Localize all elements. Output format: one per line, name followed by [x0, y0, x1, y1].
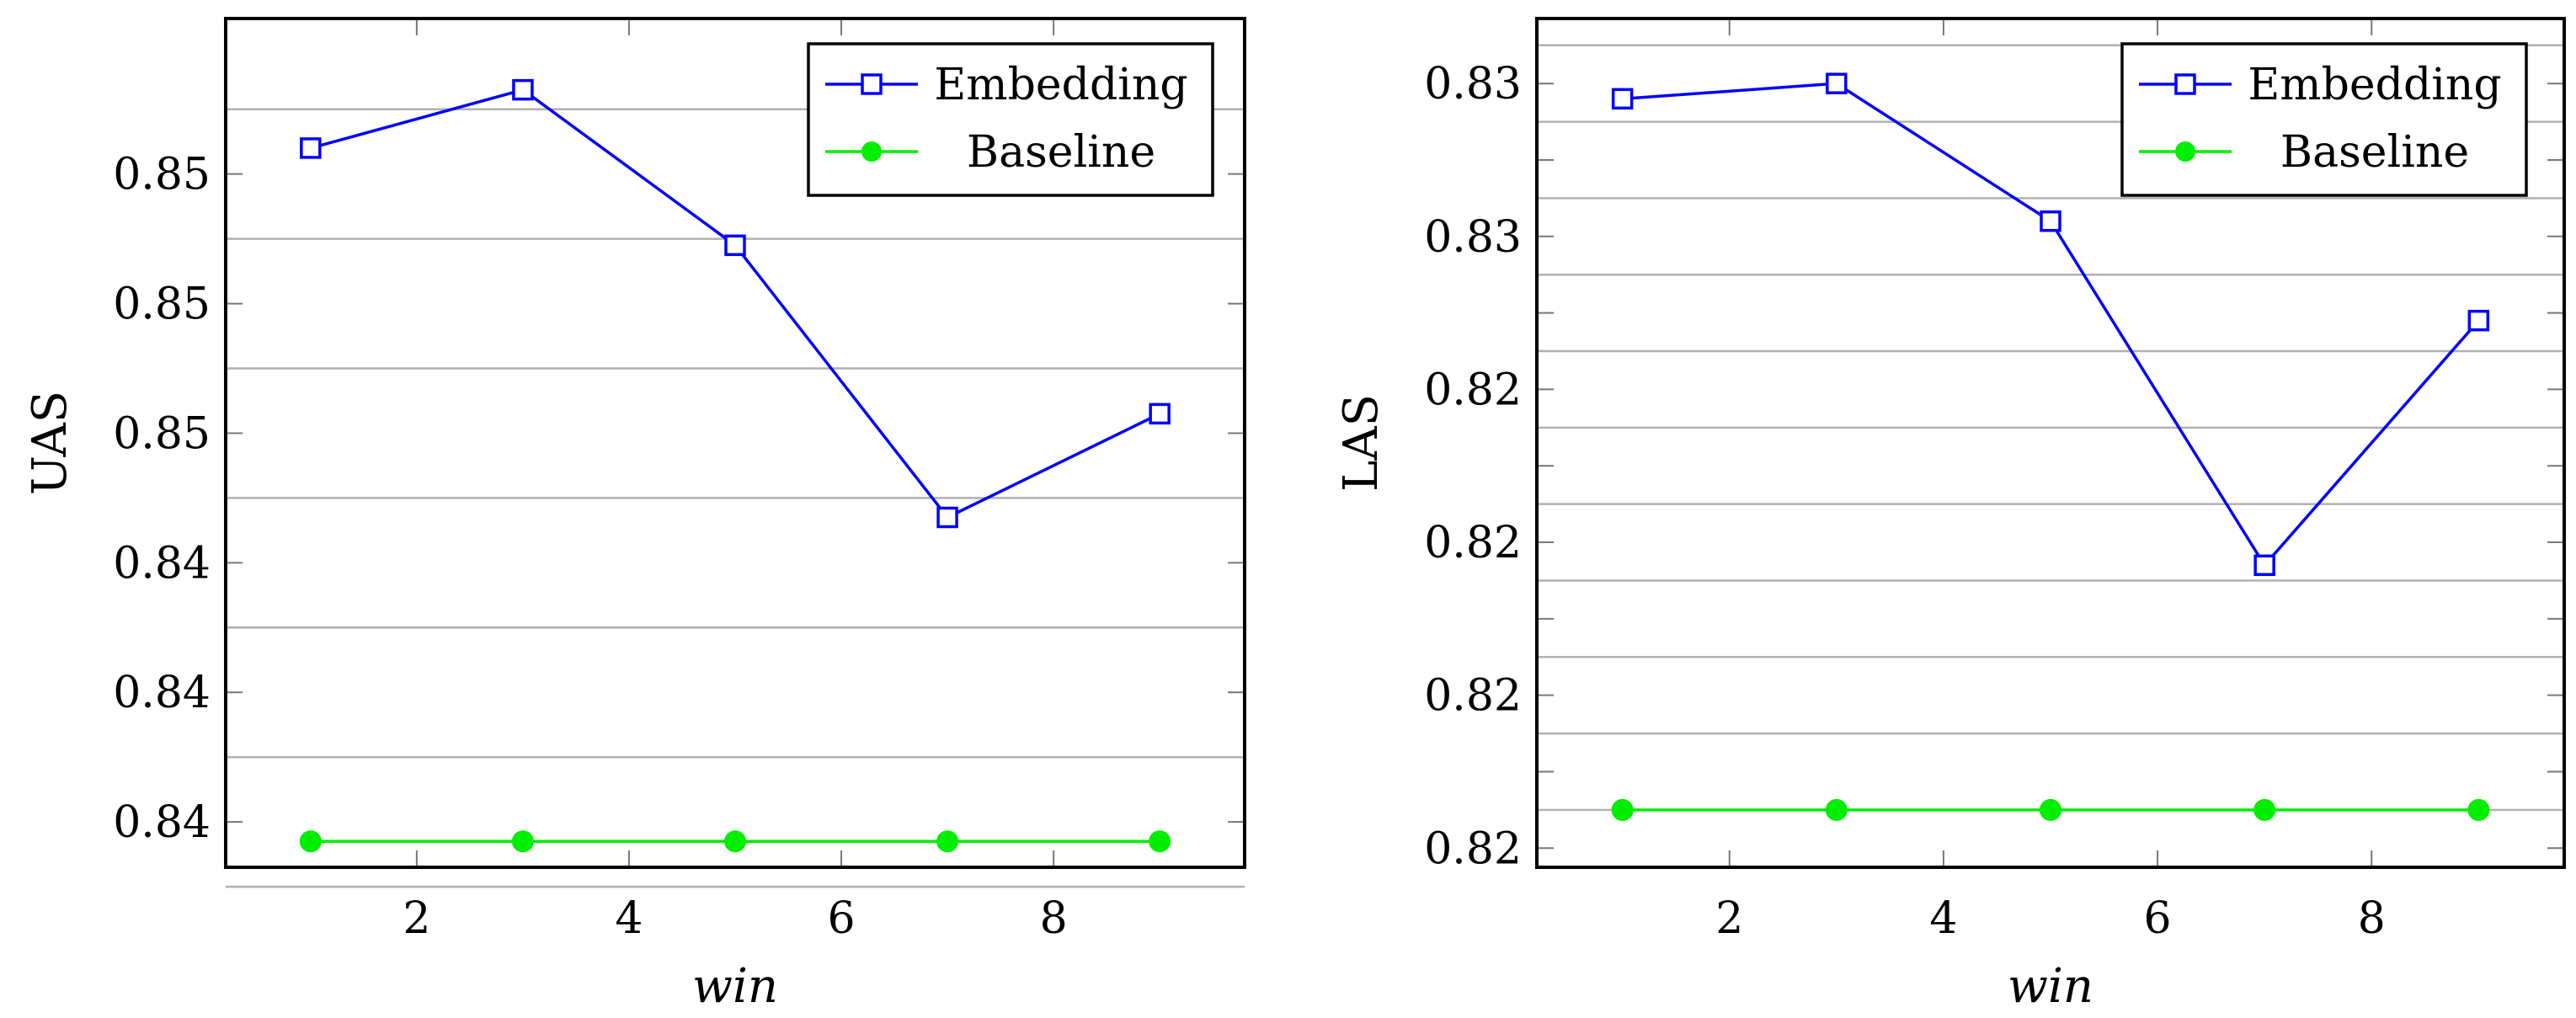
las-chart: 0.82 0.82 0.82 0.82 0.83 0.83 2 4 6 8 win LAS Embedd… — [1334, 17, 2566, 1014]
x-tick-label: 6 — [2144, 893, 2172, 944]
legend-marker-baseline — [2175, 141, 2195, 162]
y-tick-label: 0.82 — [1424, 823, 1522, 874]
x-axis-label: win — [692, 959, 778, 1014]
y-axis-label: LAS — [1334, 394, 1389, 492]
data-point-baseline — [936, 830, 959, 853]
data-point-baseline — [2467, 798, 2490, 821]
legend-label-embedding: Embedding — [2248, 60, 2501, 110]
data-point-embedding — [1611, 88, 1634, 110]
x-tick-label: 6 — [827, 893, 855, 944]
data-point-embedding — [724, 234, 746, 257]
data-point-baseline — [2040, 798, 2061, 821]
y-axis-label: UAS — [23, 391, 77, 495]
data-point-embedding — [2040, 210, 2061, 232]
y-tick-label: 0.84 — [113, 538, 211, 589]
uas-chart: 0.84 0.84 0.84 0.85 0.85 0.85 2 4 6 8 win UAS Embedd… — [23, 17, 1246, 1014]
y-tick-label: 0.85 — [113, 150, 211, 200]
y-tick-label: 0.84 — [113, 668, 211, 718]
y-tick-label: 0.83 — [1424, 212, 1522, 263]
data-point-embedding — [2253, 554, 2275, 577]
y-tick-label: 0.82 — [1424, 518, 1522, 568]
data-point-embedding — [300, 137, 322, 159]
x-tick-label: 2 — [403, 893, 430, 944]
data-point-baseline — [2253, 798, 2276, 821]
data-point-baseline — [1611, 798, 1634, 821]
legend-label-baseline: Baseline — [2280, 127, 2469, 178]
legend-label-baseline: Baseline — [967, 127, 1155, 178]
x-tick-label: 8 — [2358, 893, 2386, 944]
x-tick-label: 4 — [1929, 893, 1957, 944]
data-point-baseline — [1825, 798, 1848, 821]
y-tick-label: 0.84 — [113, 797, 211, 848]
legend-label-embedding: Embedding — [934, 60, 1187, 110]
data-point-embedding — [2467, 309, 2490, 332]
data-point-baseline — [511, 830, 534, 853]
y-tick-label: 0.82 — [1424, 365, 1522, 415]
legend-marker-embedding — [2174, 73, 2196, 95]
data-point-baseline — [299, 830, 322, 853]
x-tick-label: 8 — [1040, 893, 1068, 944]
y-tick-label: 0.85 — [113, 408, 211, 459]
legend-box — [2120, 42, 2528, 197]
legend-marker-embedding — [861, 73, 883, 95]
data-point-embedding — [936, 506, 958, 529]
axis-frame — [1535, 17, 2566, 869]
x-tick-label: 4 — [615, 893, 643, 944]
x-tick-label: 2 — [1715, 893, 1743, 944]
axis-frame — [224, 17, 1246, 869]
legend-box — [807, 42, 1214, 197]
y-tick-label: 0.82 — [1424, 671, 1522, 722]
data-point-baseline — [724, 830, 746, 853]
y-tick-label: 0.85 — [113, 280, 211, 330]
data-point-embedding — [512, 78, 534, 101]
y-tick-label: 0.83 — [1424, 59, 1522, 109]
data-point-embedding — [1826, 72, 1848, 94]
legend-marker-baseline — [861, 141, 882, 162]
data-point-baseline — [1149, 830, 1171, 853]
x-axis-label: win — [2008, 959, 2093, 1014]
data-point-embedding — [1149, 402, 1171, 425]
